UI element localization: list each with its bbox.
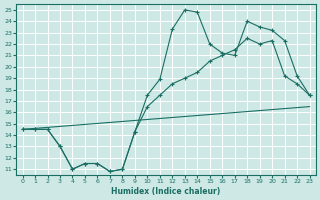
X-axis label: Humidex (Indice chaleur): Humidex (Indice chaleur) <box>111 187 221 196</box>
